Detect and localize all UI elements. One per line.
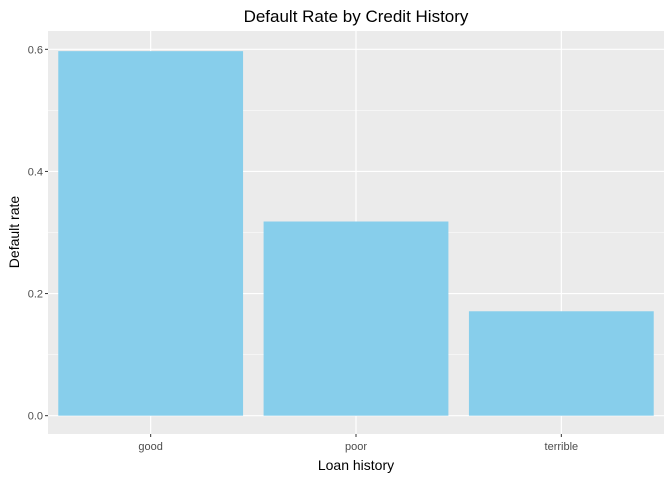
bars: [58, 51, 654, 416]
x-tick-label: poor: [345, 441, 367, 453]
x-tick-label: terrible: [545, 441, 579, 453]
y-axis-ticks: 0.0 0.2 0.4 0.6: [28, 44, 48, 423]
y-tick-label: 0.0: [28, 411, 43, 423]
y-tick-label: 0.6: [28, 44, 43, 56]
y-tick-label: 0.2: [28, 289, 43, 301]
bar-good: [58, 51, 244, 416]
chart-title: Default Rate by Credit History: [244, 7, 469, 26]
x-axis-title: Loan history: [318, 457, 394, 473]
y-tick-label: 0.4: [28, 166, 43, 178]
bar-poor: [263, 221, 449, 416]
x-tick-label: good: [138, 441, 162, 453]
bar-terrible: [468, 311, 654, 416]
y-axis-title: Default rate: [6, 196, 22, 269]
x-axis-ticks: good poor terrible: [138, 434, 578, 453]
